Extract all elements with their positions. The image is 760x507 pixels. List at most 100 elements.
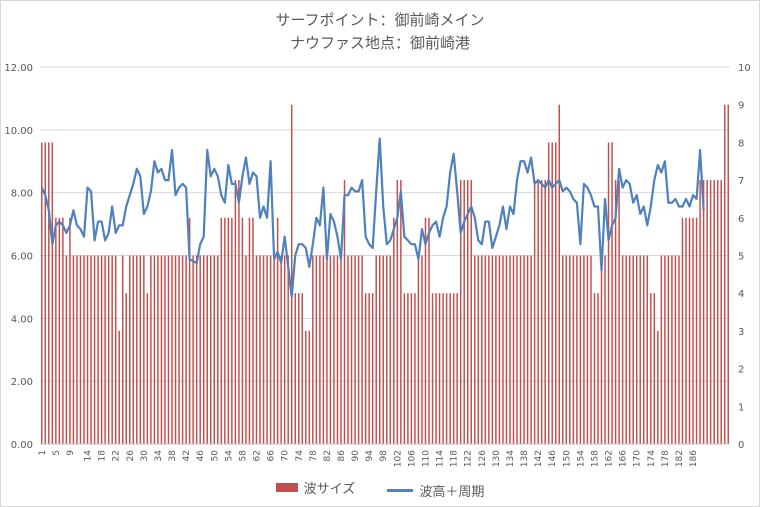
bar bbox=[611, 142, 613, 444]
bar bbox=[393, 217, 395, 444]
x-tick-label: 26 bbox=[126, 450, 136, 462]
bar bbox=[421, 255, 423, 444]
bar bbox=[312, 255, 314, 444]
bar bbox=[396, 180, 399, 444]
bar bbox=[625, 255, 627, 444]
bar bbox=[150, 255, 152, 444]
x-tick-label: 5 bbox=[52, 450, 62, 456]
bar bbox=[315, 255, 318, 444]
bar bbox=[273, 255, 275, 444]
bar bbox=[195, 255, 198, 444]
bar bbox=[241, 217, 244, 444]
bar bbox=[664, 255, 666, 444]
bar bbox=[688, 217, 691, 444]
bar bbox=[646, 255, 649, 444]
bar bbox=[329, 255, 332, 444]
bar bbox=[160, 255, 163, 444]
bar bbox=[551, 142, 553, 444]
bar bbox=[417, 255, 420, 444]
x-tick-label: 146 bbox=[548, 450, 558, 467]
y-right-tick-label: 2 bbox=[738, 365, 744, 376]
y-right-tick-label: 5 bbox=[738, 252, 744, 263]
legend: 波サイズ 波高＋周期 bbox=[0, 478, 760, 500]
bar bbox=[157, 255, 159, 444]
x-tick-label: 130 bbox=[492, 450, 502, 467]
bar bbox=[41, 142, 43, 444]
bar bbox=[519, 255, 522, 444]
bar bbox=[364, 293, 367, 444]
bar bbox=[174, 255, 177, 444]
bar bbox=[481, 255, 483, 444]
bar bbox=[171, 255, 173, 444]
bar bbox=[305, 330, 307, 444]
bar bbox=[414, 293, 416, 444]
bar bbox=[51, 142, 54, 444]
x-tick-label: 70 bbox=[281, 450, 291, 462]
bar bbox=[516, 255, 518, 444]
bar bbox=[104, 255, 106, 444]
bar bbox=[438, 293, 441, 444]
bar bbox=[227, 217, 230, 444]
y-right-tick-label: 9 bbox=[738, 101, 744, 112]
bar bbox=[368, 293, 370, 444]
bar bbox=[547, 142, 550, 444]
bar bbox=[294, 293, 296, 444]
x-tick-label: 134 bbox=[506, 450, 516, 467]
bar bbox=[452, 293, 455, 444]
bar bbox=[220, 217, 223, 444]
x-tick-label: 106 bbox=[407, 450, 417, 467]
bar bbox=[607, 142, 610, 444]
bar bbox=[202, 255, 205, 444]
bar bbox=[93, 255, 96, 444]
bar bbox=[614, 180, 617, 444]
bar bbox=[593, 293, 596, 444]
bar bbox=[259, 255, 261, 444]
legend-label-wave-size: 波サイズ bbox=[303, 482, 356, 497]
bar bbox=[466, 180, 469, 444]
bar bbox=[530, 255, 532, 444]
x-tick-label: 22 bbox=[112, 450, 122, 461]
bar bbox=[72, 255, 75, 444]
bar bbox=[139, 255, 142, 444]
x-tick-label: 54 bbox=[224, 450, 234, 462]
bar bbox=[526, 255, 529, 444]
x-tick-label: 9 bbox=[66, 450, 76, 456]
x-tick-label: 30 bbox=[140, 450, 150, 462]
bar bbox=[125, 293, 127, 444]
bar bbox=[727, 104, 729, 444]
bar bbox=[132, 255, 135, 444]
legend-label-wave-height-period: 波高＋周期 bbox=[419, 485, 485, 500]
bar bbox=[76, 255, 78, 444]
bar bbox=[498, 255, 501, 444]
line-series-wave-height-period bbox=[40, 137, 705, 299]
bar bbox=[657, 330, 659, 444]
bar bbox=[544, 180, 546, 444]
x-tick-label: 118 bbox=[450, 450, 460, 467]
bar bbox=[322, 255, 325, 444]
bar bbox=[280, 255, 282, 444]
bar bbox=[386, 255, 388, 444]
y-right-tick-label: 3 bbox=[738, 327, 744, 338]
y-right-tick-label: 1 bbox=[738, 402, 744, 413]
bar bbox=[555, 142, 557, 444]
bar bbox=[290, 104, 293, 444]
bar bbox=[255, 255, 258, 444]
bar bbox=[678, 255, 680, 444]
bar bbox=[79, 255, 82, 444]
bar bbox=[224, 217, 226, 444]
bar bbox=[308, 330, 311, 444]
bar bbox=[188, 217, 191, 444]
bar bbox=[671, 255, 673, 444]
bar bbox=[618, 180, 620, 444]
bar bbox=[118, 330, 120, 444]
x-tick-label: 114 bbox=[436, 450, 446, 467]
bar bbox=[143, 255, 145, 444]
bar bbox=[635, 255, 638, 444]
y-right-tick-label: 6 bbox=[738, 214, 744, 225]
bar bbox=[90, 255, 92, 444]
bar bbox=[213, 255, 215, 444]
bar bbox=[643, 255, 645, 444]
x-tick-label: 158 bbox=[590, 450, 600, 467]
legend-bar-swatch bbox=[275, 483, 298, 492]
bar bbox=[470, 180, 472, 444]
